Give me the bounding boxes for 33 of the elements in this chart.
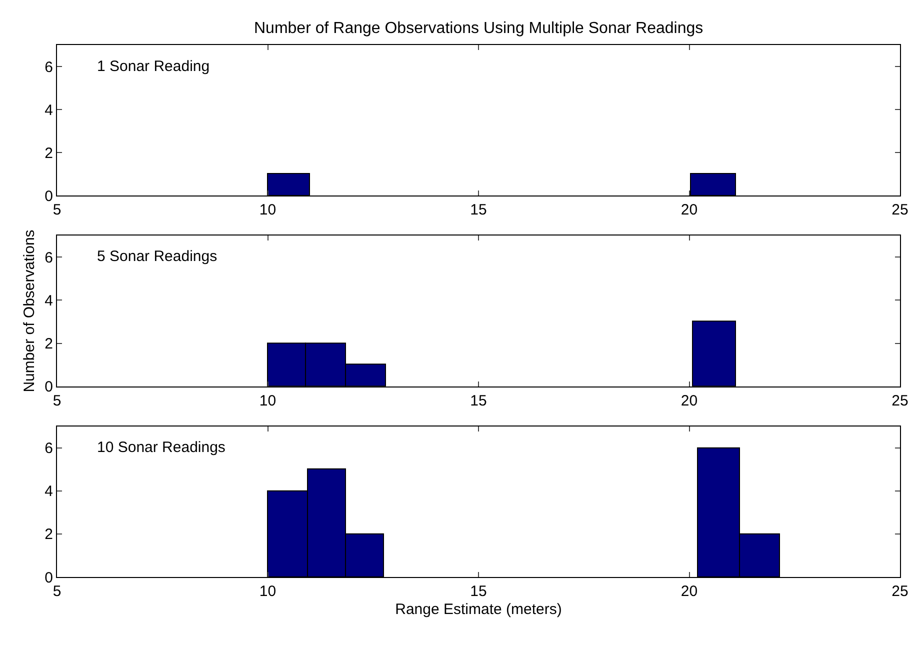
- x-tick-label: 15: [470, 202, 487, 219]
- y-tick-label: 0: [44, 378, 53, 396]
- chart-title: Number of Range Observations Using Multiple Sonar Readings: [254, 20, 704, 37]
- x-tick-label: 25: [892, 392, 908, 410]
- x-tick-label: 10: [259, 392, 276, 410]
- annotation: 10 Sonar Readings: [97, 439, 226, 456]
- y-tick-label: 6: [44, 249, 53, 266]
- x-tick-label: 15: [470, 583, 487, 600]
- x-tick-label: 5: [52, 392, 62, 410]
- y-tick-label: 2: [44, 144, 53, 162]
- x-tick-label: 25: [892, 202, 908, 219]
- x-axis-title: Range Estimate (meters): [395, 601, 562, 618]
- y-tick-label: 2: [44, 336, 53, 353]
- annotation: 1 Sonar Reading: [97, 58, 210, 75]
- y-tick-label: 4: [44, 483, 53, 500]
- x-tick-label: 20: [680, 202, 698, 219]
- x-tick-label: 10: [259, 202, 276, 219]
- y-tick-label: 6: [44, 440, 53, 458]
- y-axis-title: Number of Observations: [20, 230, 38, 392]
- annotation: 5 Sonar Readings: [97, 248, 218, 265]
- y-tick-label: 6: [44, 58, 53, 76]
- x-tick-label: 10: [259, 583, 276, 600]
- y-tick-label: 0: [44, 569, 53, 586]
- x-tick-label: 5: [52, 202, 62, 219]
- y-tick-label: 4: [44, 292, 53, 310]
- x-tick-label: 5: [52, 583, 62, 600]
- x-tick-label: 20: [680, 583, 698, 600]
- y-tick-label: 2: [44, 526, 53, 544]
- x-tick-label: 15: [470, 392, 487, 410]
- x-tick-label: 25: [892, 583, 908, 600]
- x-tick-label: 20: [680, 392, 698, 410]
- y-tick-label: 0: [44, 188, 53, 205]
- y-tick-label: 4: [44, 102, 53, 119]
